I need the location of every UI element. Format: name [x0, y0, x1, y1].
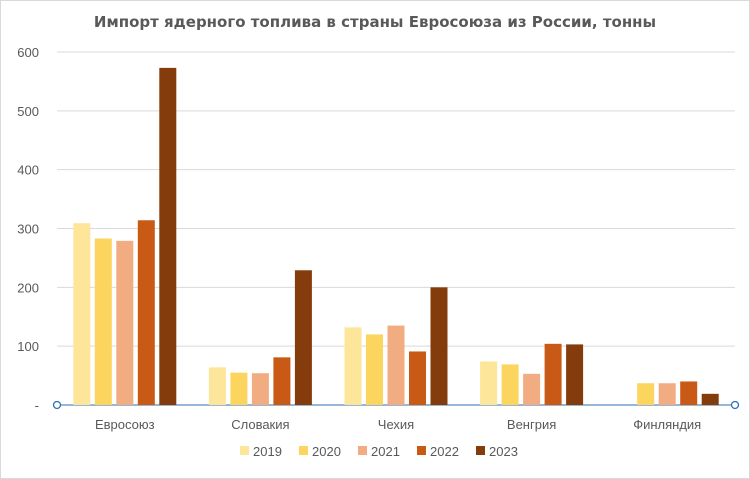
legend-label: 2022	[430, 444, 459, 459]
bar-2022	[680, 381, 698, 405]
bar-2023	[701, 393, 719, 405]
y-tick-label: 400	[17, 163, 39, 178]
bar-2021	[658, 383, 676, 405]
bar-2023	[159, 67, 177, 405]
y-tick-label: 100	[17, 339, 39, 354]
y-tick-label: 600	[17, 45, 39, 60]
x-tick-label: Словакия	[231, 417, 289, 432]
y-tick-label: -	[35, 398, 39, 413]
bar-2020	[366, 334, 383, 405]
bar-2021	[523, 373, 541, 405]
bar-2022	[137, 220, 155, 405]
legend-label: 2019	[253, 444, 282, 459]
legend-label: 2020	[312, 444, 341, 459]
bar-2022	[409, 351, 426, 405]
x-tick-label: Венгрия	[507, 417, 556, 432]
legend-swatch-2021	[358, 446, 367, 455]
bar-2020	[637, 383, 655, 405]
legend-swatch-2020	[299, 446, 308, 455]
bar-2022	[544, 343, 562, 405]
bar-2023	[566, 344, 584, 405]
bar-2020	[501, 364, 519, 405]
bar-2023	[430, 287, 448, 405]
bar-2021	[116, 240, 134, 405]
x-tick-label: Финляндия	[633, 417, 701, 432]
bar-2019	[208, 367, 226, 405]
bar-2023	[294, 270, 312, 405]
axis-handle-right	[730, 400, 740, 410]
bar-2020	[230, 372, 248, 405]
bar-2021	[251, 373, 269, 405]
legend-label: 2021	[371, 444, 400, 459]
y-tick-label: 500	[17, 104, 39, 119]
axis-handle-left	[52, 400, 62, 410]
x-tick-label: Евросоюз	[95, 417, 155, 432]
bar-2019	[480, 361, 498, 405]
y-tick-label: 200	[17, 280, 39, 295]
bar-2022	[273, 357, 291, 405]
chart-title: Импорт ядерного топлива в страны Евросою…	[93, 13, 657, 31]
x-tick-label: Чехия	[378, 417, 414, 432]
legend-label: 2023	[489, 444, 518, 459]
bar-2021	[387, 325, 405, 405]
legend-swatch-2022	[417, 446, 426, 455]
legend-swatch-2019	[240, 446, 249, 455]
legend-swatch-2023	[476, 446, 485, 455]
y-tick-label: 300	[17, 222, 39, 237]
bar-2019	[344, 327, 362, 405]
bar-2020	[94, 238, 112, 405]
bar-2019	[73, 223, 91, 405]
